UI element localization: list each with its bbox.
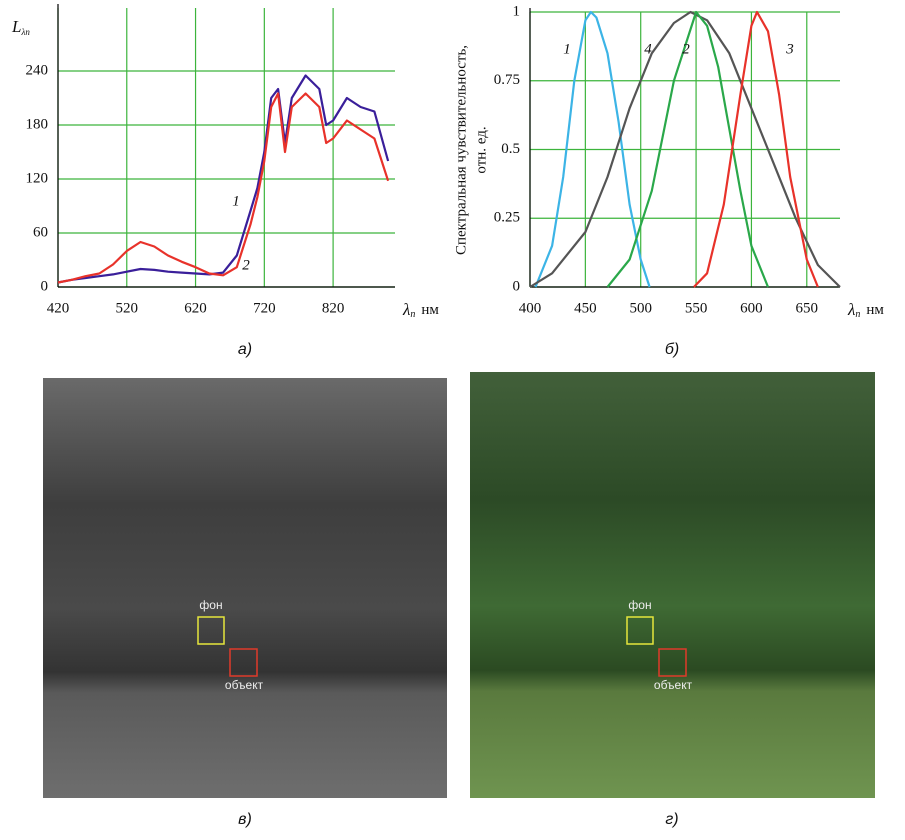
x-label-unit: нм (866, 302, 884, 318)
object-box (229, 648, 258, 677)
object-label: объект (654, 678, 693, 692)
photo-grayscale (43, 378, 447, 798)
caption: б) (665, 341, 679, 358)
x-axis-label: λп нм (402, 300, 439, 320)
x-label-sub: п (855, 309, 860, 320)
x-label-symbol: λ (847, 300, 855, 319)
curve-label: 1 (563, 41, 571, 57)
y-tick-label: 60 (33, 224, 48, 240)
y-tick-label: 1 (513, 3, 521, 19)
y-tick-label: 0.75 (494, 72, 520, 88)
x-tick-label: 500 (629, 300, 652, 316)
x-tick-label: 550 (685, 300, 708, 316)
x-label-sub: п (410, 309, 415, 320)
curve-label: 2 (242, 257, 250, 273)
curve-label: 3 (785, 41, 794, 57)
photo-color (470, 372, 875, 798)
x-label-unit: нм (421, 302, 439, 318)
y-tick-label: 120 (26, 170, 49, 186)
curve (693, 10, 819, 288)
x-tick-label: 720 (253, 300, 276, 316)
x-tick-label: 620 (184, 300, 207, 316)
x-label-symbol: λ (402, 300, 410, 319)
x-tick-label: 420 (47, 300, 70, 316)
curve (57, 92, 390, 284)
y-label-sub: λп (20, 27, 30, 37)
y-axis-label: Lλп (11, 17, 30, 37)
caption: а) (238, 341, 252, 358)
background-box (626, 616, 654, 645)
caption: в) (238, 811, 252, 828)
y-tick-label: 0.25 (494, 210, 520, 226)
background-label: фон (628, 598, 651, 612)
curve-label: 2 (682, 41, 690, 57)
curve (606, 10, 770, 288)
curve (529, 10, 841, 288)
y-tick-label: 0.5 (501, 141, 520, 157)
y-axis-label: отн. ед. (473, 126, 489, 173)
x-tick-label: 520 (116, 300, 139, 316)
x-tick-label: 450 (574, 300, 597, 316)
y-tick-label: 0 (41, 278, 49, 294)
x-axis-label: λп нм (847, 300, 884, 320)
object-label: объект (225, 678, 264, 692)
y-label-symbol: L (11, 17, 21, 36)
y-tick-label: 180 (26, 116, 49, 132)
curve (57, 74, 390, 284)
curve (534, 10, 651, 288)
curve-label: 4 (644, 41, 652, 57)
y-tick-label: 240 (26, 62, 49, 78)
caption: г) (665, 811, 678, 828)
y-tick-label: 0 (513, 278, 521, 294)
y-axis-label: Спектральная чувствительность, (453, 45, 469, 255)
x-tick-label: 400 (519, 300, 542, 316)
x-tick-label: 600 (740, 300, 763, 316)
x-tick-label: 820 (322, 300, 345, 316)
background-label: фон (199, 598, 222, 612)
x-tick-label: 650 (796, 300, 819, 316)
curve-label: 1 (232, 193, 240, 209)
object-box (658, 648, 687, 677)
background-box (197, 616, 225, 645)
